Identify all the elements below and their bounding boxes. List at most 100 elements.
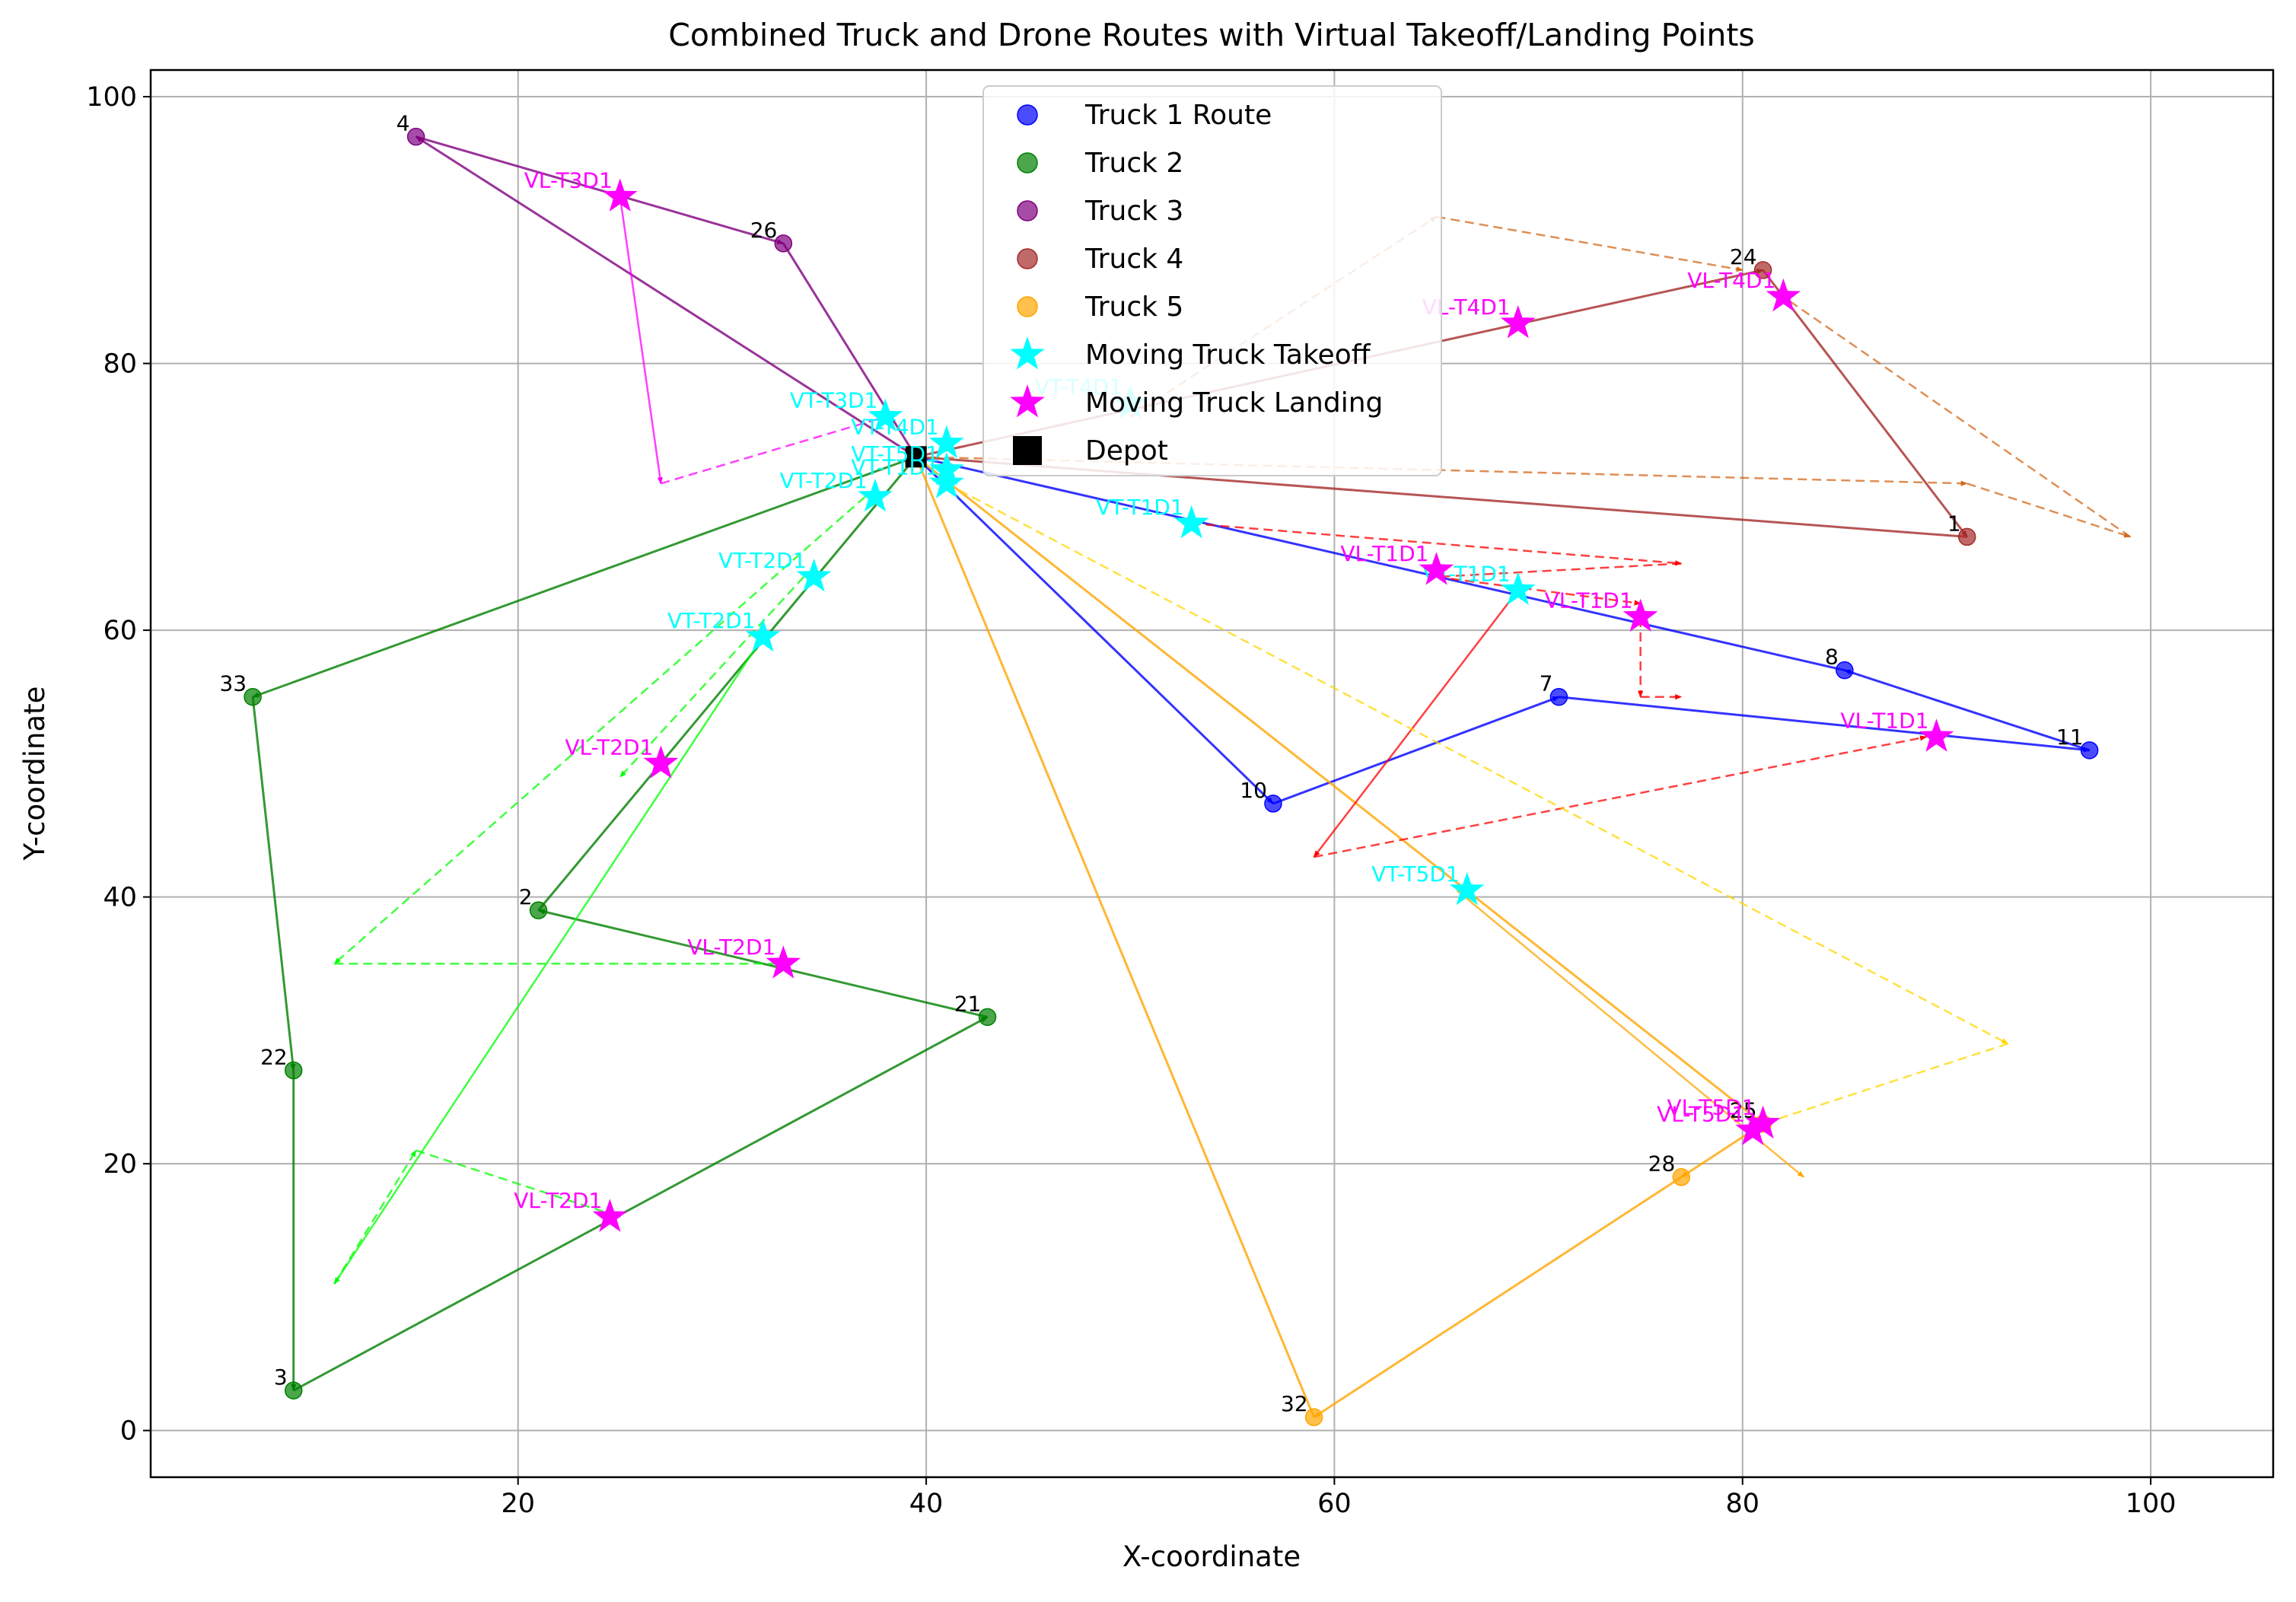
customer-node [1836,661,1854,680]
customer-node [284,1381,303,1400]
customer-node [1672,1167,1691,1186]
drone-segment [1435,562,1682,580]
route-segment [537,909,988,1018]
route-segment [415,135,917,458]
route-segment [915,455,1845,672]
takeoff-star [868,398,903,432]
takeoff-label: VT-T2D1 [667,608,756,633]
virtual-points: VT-T1D1VT-T1D1VT-T2D1VT-T2D1VT-T2D1VT-T3… [514,167,1954,1232]
node-label: 11 [2056,725,2084,750]
customer-node [1264,795,1282,813]
route-segment [251,696,296,1072]
drone-path [619,576,805,778]
x-tick-label: 80 [1725,1489,1759,1519]
takeoff-star [1500,572,1536,605]
customer-node [284,1061,303,1080]
y-axis-label: Y-coordinate [18,686,51,862]
drone-segment [619,196,663,485]
node-label: 33 [219,671,247,696]
landing-label: VL-T4D1 [1687,268,1775,293]
legend-marker [1013,436,1042,465]
node-label: 8 [1825,645,1839,670]
x-tick-label: 100 [2126,1489,2177,1519]
takeoff-label: VT-T4D1 [851,415,939,440]
legend-marker [1010,384,1045,418]
takeoff-label: VT-T5D1 [851,441,939,467]
route-segment [915,456,1315,1418]
legend-label: Truck 2 [1084,148,1183,179]
route-segment [293,1016,989,1392]
drone-segment [1191,522,1683,566]
legend-box [982,85,1442,476]
node-label: 2 [519,884,533,909]
takeoff-star [929,425,964,459]
node-label: 22 [260,1044,288,1069]
node-label: 24 [1730,244,1757,269]
node-label: 3 [274,1365,288,1390]
legend-marker [1017,152,1038,174]
drone-path [333,1149,621,1285]
node-label: 4 [396,111,410,136]
x-tick-label: 40 [909,1489,944,1519]
drone-segment [946,483,2009,1045]
node-label: 32 [1281,1391,1308,1416]
takeoff-star [796,559,832,592]
landing-label: VL-T3D1 [524,167,613,193]
legend-marker [1017,296,1038,317]
drone-path [946,483,2009,1125]
axes: 20 40 60 80 100 0 20 40 60 80 100 [86,82,2176,1519]
landing-label: VL-T1D1 [1340,541,1428,566]
drone-path [333,636,764,1285]
y-tick-label: 60 [103,616,137,646]
drone-segment [333,495,866,965]
landing-star [1622,598,1658,632]
legend-marker [1017,200,1038,221]
node-label: 21 [954,991,982,1016]
node-label: 7 [1540,671,1553,696]
x-axis-label: X-coordinate [1123,1540,1301,1573]
route-segment [915,456,1274,805]
depot-marker [905,446,927,468]
route-segment [1843,669,2091,752]
landing-label: VL-T2D1 [565,734,653,760]
landing-star [1735,1112,1770,1145]
route-segment [915,456,1764,1125]
takeoff-star [745,618,781,652]
legend-marker [1017,248,1038,269]
takeoff-label: VT-T1D1 [1096,495,1184,520]
node-label: 28 [1648,1151,1676,1177]
drone-segment [1313,589,1519,858]
landing-star [766,945,801,979]
drone-path [1314,735,1927,858]
legend-marker [1017,104,1038,126]
route-segment [416,135,785,245]
landing-label: VL-T1D1 [1545,588,1633,613]
route-segment [1762,269,1968,538]
truck-5-route [915,456,1764,1419]
landing-star [1500,305,1536,339]
takeoff-star [1173,505,1209,539]
legend-label: Truck 1 Route [1084,100,1272,131]
legend-marker [1010,336,1045,370]
drone-path [1313,589,1519,858]
landing-label: VL-T1D1 [1840,708,1928,733]
customer-node [1304,1408,1323,1426]
customer-node [1753,261,1772,279]
drone-segment [333,1149,417,1285]
takeoff-label: VT-T5D1 [1371,862,1460,887]
takeoff-label: VT-T2D1 [779,468,868,493]
legend-label: Truck 3 [1084,196,1183,227]
plot-frame [149,68,2275,1479]
takeoff-label: VT-T3D1 [790,388,878,413]
drone-segment [619,576,805,778]
node-label: 10 [1240,778,1267,803]
drone-segment [416,1149,621,1218]
drone-segment [333,636,764,1285]
customer-node [244,687,262,706]
drone-segment [1436,575,1642,606]
y-tick-label: 0 [120,1416,137,1447]
drone-segment [1782,295,2131,538]
route-segment [1313,1176,1683,1419]
